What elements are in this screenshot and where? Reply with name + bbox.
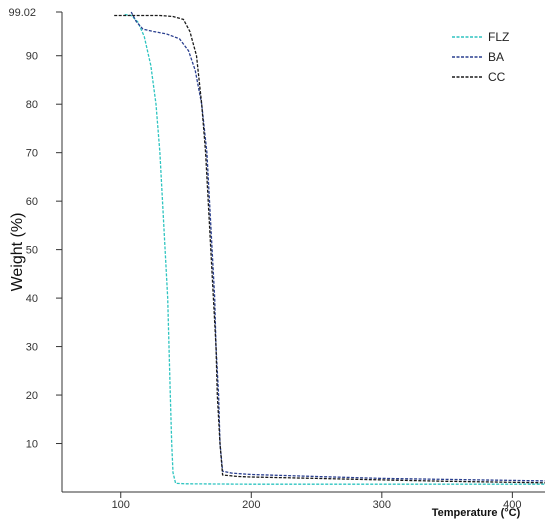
y-tick-label: 40 (26, 293, 38, 305)
x-axis: 100 200 300 400 (62, 491, 545, 511)
y-tick-label: 10 (26, 439, 38, 451)
y-tick-label: 90 (26, 51, 38, 63)
y-axis-top-label: 99.02 (8, 7, 36, 19)
series-line-flz (124, 13, 545, 485)
y-tick-label: 30 (26, 342, 38, 354)
legend: FLZ BA CC (452, 30, 509, 84)
legend-label-flz: FLZ (488, 30, 509, 44)
y-tick-label: 80 (26, 99, 38, 111)
y-tick-label: 20 (26, 390, 38, 402)
legend-label-cc: CC (488, 70, 506, 84)
legend-label-ba: BA (488, 50, 504, 64)
x-tick-label: 200 (242, 499, 260, 511)
y-axis: 10 20 30 40 50 60 70 80 90 99.02 (8, 7, 63, 492)
series-layer (114, 11, 546, 485)
x-tick-label: 100 (112, 499, 130, 511)
y-axis-title: Weight (%) (9, 213, 26, 292)
x-tick-label: 400 (503, 499, 521, 511)
series-line-ba (130, 11, 546, 482)
x-axis-title: Temperature (°C) (432, 507, 521, 519)
x-tick-label: 300 (373, 499, 391, 511)
y-tick-label: 60 (26, 196, 38, 208)
y-tick-label: 70 (26, 148, 38, 160)
series-line-cc (114, 14, 546, 484)
y-tick-label: 50 (26, 245, 38, 257)
